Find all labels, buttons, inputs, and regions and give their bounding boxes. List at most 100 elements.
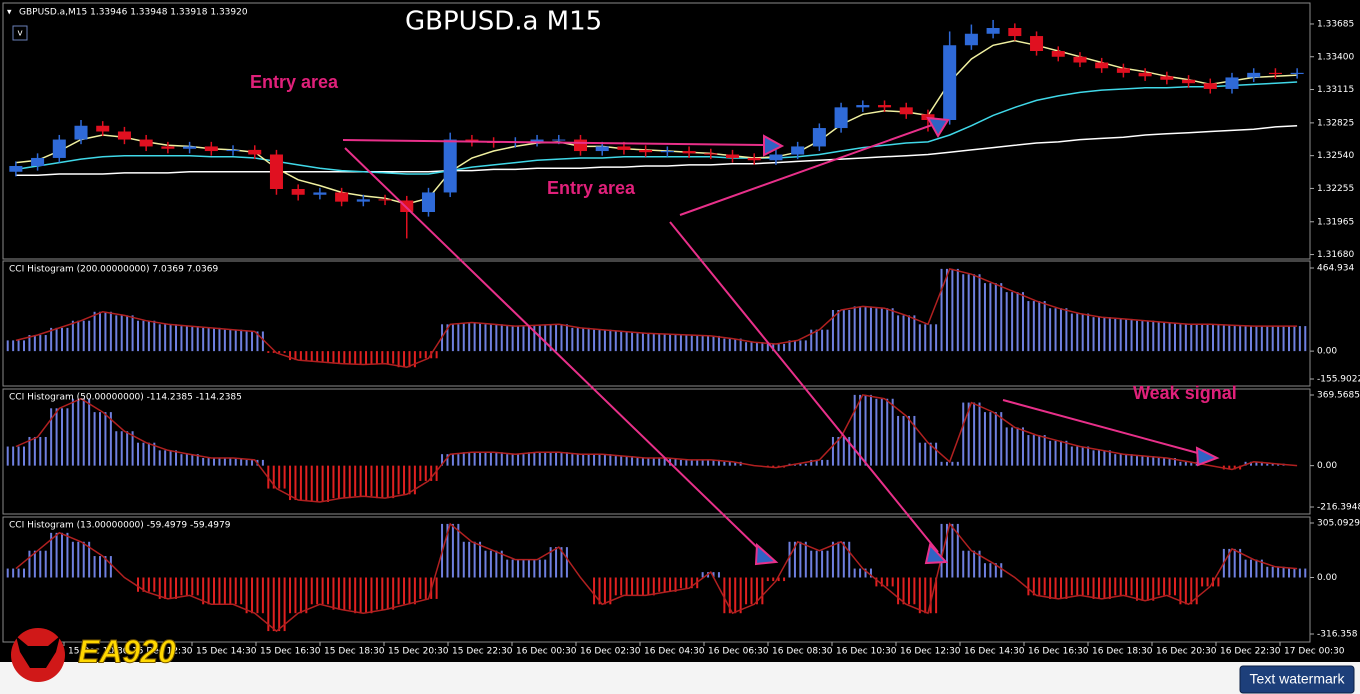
- toolbar-button[interactable]: [12, 25, 28, 41]
- candle-body: [1225, 77, 1239, 89]
- arrow-head: [1195, 446, 1220, 467]
- x-tick-label: 15 Dec 22:30: [452, 647, 513, 657]
- histogram-bar: [918, 442, 938, 466]
- y-tick-label: 1.32255: [1317, 184, 1354, 194]
- logo-text: EA920: [78, 633, 176, 669]
- histogram-bar: [745, 577, 764, 605]
- histogram-bar: [158, 450, 178, 466]
- candle-body: [1073, 56, 1087, 63]
- histogram-bar: [1049, 577, 1068, 599]
- histogram-bar: [1027, 435, 1046, 466]
- watermark-button[interactable]: [1239, 665, 1355, 694]
- histogram-bar: [202, 457, 221, 466]
- candle-body: [878, 105, 892, 108]
- histogram-bar: [571, 327, 590, 352]
- histogram-bar: [137, 442, 156, 466]
- y-tick-label: 1.33400: [1317, 52, 1354, 62]
- histogram-bar: [289, 351, 308, 361]
- histogram-bar: [506, 559, 525, 578]
- histogram-bar: [245, 331, 264, 352]
- watermark-button-label[interactable]: Text watermark: [1250, 671, 1346, 687]
- panel-title: CCI Histogram (50.00000000) -114.2385 -1…: [9, 393, 242, 403]
- candle-body: [812, 128, 826, 147]
- histogram-bar: [397, 577, 416, 605]
- y-tick-label: 1.32825: [1317, 118, 1354, 128]
- x-tick-label: 16 Dec 00:30: [516, 647, 577, 657]
- histogram-bar: [397, 351, 416, 368]
- histogram-bar: [1027, 301, 1046, 352]
- histogram-bar: [28, 436, 47, 466]
- histogram-bar: [289, 577, 308, 614]
- histogram-bar: [202, 577, 221, 605]
- histogram-bar: [875, 308, 894, 352]
- histogram-bar: [875, 398, 894, 466]
- candle-body: [791, 146, 805, 155]
- histogram-bar: [506, 326, 525, 352]
- histogram-bar: [354, 465, 373, 497]
- x-tick-label: 16 Dec 14:30: [964, 647, 1025, 657]
- histogram-bar: [658, 334, 677, 352]
- histogram-bar: [1287, 326, 1307, 352]
- histogram-bar: [1287, 568, 1307, 578]
- histogram-bar: [158, 324, 178, 352]
- chart-background: [0, 0, 1360, 662]
- panel-title: CCI Histogram (13.00000000) -59.4979 -59…: [9, 521, 231, 531]
- histogram-bar: [614, 331, 634, 352]
- histogram-bar: [831, 541, 851, 578]
- y-tick-label: -155.9022: [1317, 375, 1360, 385]
- histogram-bar: [1135, 577, 1155, 601]
- x-tick-label: 16 Dec 10:30: [836, 647, 897, 657]
- histogram-bar: [180, 577, 199, 596]
- histogram-outline: [15, 268, 1298, 368]
- histogram-bar: [614, 577, 634, 596]
- candle-body: [530, 139, 544, 142]
- x-tick-label: 16 Dec 16:30: [1028, 647, 1089, 657]
- histogram-bar: [6, 446, 26, 466]
- toolbar-button-label[interactable]: v: [17, 29, 23, 39]
- histogram-bar: [332, 351, 351, 364]
- candle-body: [1138, 72, 1152, 77]
- candle-body: [313, 192, 327, 195]
- candle-body: [1095, 62, 1109, 69]
- candle-body: [834, 107, 848, 129]
- histogram-bar: [1179, 324, 1198, 352]
- x-tick-label: 15 Dec 20:30: [388, 647, 449, 657]
- arrow-line: [344, 147, 766, 556]
- candle-body: [204, 146, 218, 152]
- x-tick-label: 17 Dec 00:30: [1284, 647, 1345, 657]
- histogram-bar: [1114, 454, 1133, 466]
- histogram-bar: [1157, 577, 1176, 596]
- histogram-bar: [745, 342, 764, 352]
- candle-body: [421, 192, 435, 212]
- chart-heading: GBPUSD.a M15: [405, 7, 602, 37]
- histogram-bar: [71, 320, 91, 352]
- candle-body: [356, 199, 370, 202]
- histogram-bar: [180, 326, 199, 352]
- y-tick-label: -316.358: [1317, 630, 1358, 640]
- candle-body: [226, 149, 240, 152]
- histogram-bar: [1114, 577, 1133, 596]
- histogram-bar: [1135, 456, 1155, 466]
- logo: EA920: [11, 628, 177, 682]
- candle-body: [899, 107, 913, 115]
- candle-body: [682, 151, 696, 154]
- candle-body: [1290, 72, 1304, 74]
- x-tick-label: 16 Dec 08:30: [772, 647, 833, 657]
- histogram-bar: [897, 315, 916, 352]
- histogram-bar: [1201, 324, 1220, 352]
- candle-body: [1008, 28, 1022, 37]
- histogram-bar: [50, 532, 69, 578]
- histogram-bar: [636, 457, 655, 466]
- panel-frame: [2, 388, 1311, 515]
- histogram-bar: [245, 577, 264, 614]
- x-tick-label: 15 Dec 10:30: [68, 647, 129, 657]
- histogram-bar: [223, 329, 243, 352]
- x-tick-label: 16 Dec 06:30: [708, 647, 769, 657]
- histogram-bar: [614, 456, 634, 466]
- moving-average: [15, 124, 1298, 176]
- candle-body: [1030, 36, 1044, 51]
- x-tick-label: 15 Dec 12:30: [132, 647, 193, 657]
- arrow-head: [763, 134, 785, 157]
- x-tick-label: 16 Dec 20:30: [1156, 647, 1217, 657]
- candle-body: [443, 139, 457, 193]
